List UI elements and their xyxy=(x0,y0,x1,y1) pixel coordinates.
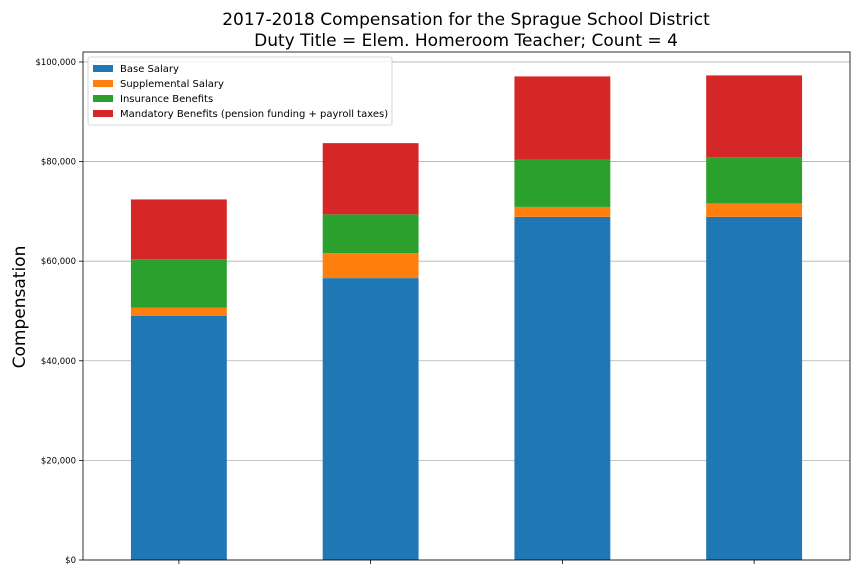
bar-segment xyxy=(322,143,419,215)
bars xyxy=(130,75,803,560)
bar-segment xyxy=(130,315,227,560)
bar-segment xyxy=(322,278,419,560)
legend: Base Salary Supplemental Salary Insurance … xyxy=(87,56,393,126)
legend-box xyxy=(87,56,393,126)
bar-segment xyxy=(514,206,611,217)
legend-swatch xyxy=(93,65,113,72)
bar-segment xyxy=(130,199,227,260)
y-tick-label: $40,000 xyxy=(41,357,76,367)
axes: $0 $20,000 $40,000 $60,000 $80,000 $100,000 xyxy=(35,51,851,566)
bar-segment xyxy=(322,214,419,254)
y-tick-label: $60,000 xyxy=(41,257,76,267)
y-axis-label: Compensation xyxy=(10,246,30,369)
bar-segment xyxy=(706,216,803,560)
bar-segment xyxy=(706,75,803,158)
legend-label: Base Salary xyxy=(120,64,179,75)
legend-label: Supplemental Salary xyxy=(120,79,224,90)
chart-subtitle: Duty Title = Elem. Homeroom Teacher; Cou… xyxy=(254,31,678,51)
plot-frame xyxy=(82,51,851,561)
bar-segment xyxy=(706,157,803,204)
legend-label: Mandatory Benefits (pension funding + pa… xyxy=(120,109,388,120)
bar-segment xyxy=(514,216,611,560)
legend-swatch xyxy=(93,110,113,117)
chart-title: 2017-2018 Compensation for the Sprague S… xyxy=(222,10,710,30)
y-tick-label: $20,000 xyxy=(41,456,76,466)
bar-segment xyxy=(130,259,227,308)
bar-segment xyxy=(514,76,611,160)
bar-segment xyxy=(322,253,419,279)
bar-segment xyxy=(514,159,611,207)
y-tick-label: $0 xyxy=(65,556,76,566)
y-tick-label: $80,000 xyxy=(41,158,76,168)
legend-swatch xyxy=(93,95,113,102)
legend-label: Insurance Benefits xyxy=(120,94,213,105)
legend-swatch xyxy=(93,80,113,87)
bar-segment xyxy=(706,203,803,217)
bar-segment xyxy=(130,307,227,316)
y-tick-label: $100,000 xyxy=(35,58,76,68)
